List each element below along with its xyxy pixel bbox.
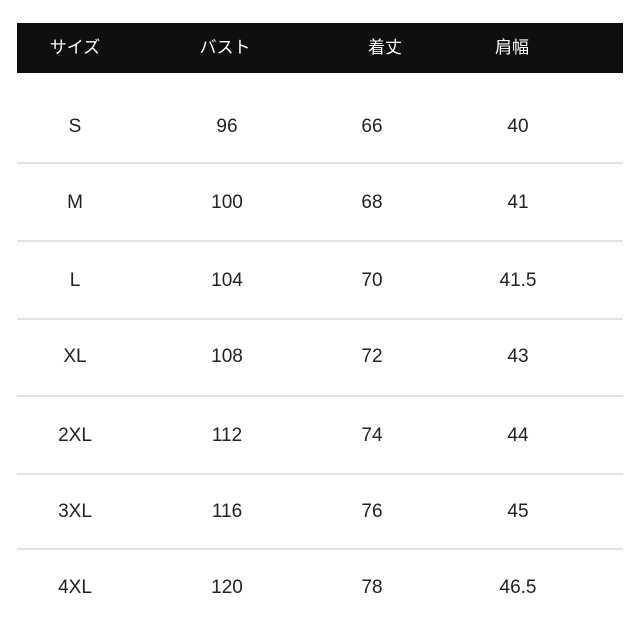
table-cell: 41 [507,192,529,213]
table-cell: 78 [361,577,383,598]
header-bust: バスト [199,38,251,58]
row-divider [17,318,623,320]
table-cell: 120 [211,577,243,598]
table-cell: 68 [361,192,383,213]
header-shoulder: 肩幅 [495,38,529,58]
table-cell: 44 [507,425,529,446]
table-cell: L [69,270,81,291]
table-cell: XL [63,346,87,367]
row-divider [17,162,623,164]
table-cell: 96 [216,116,238,137]
table-cell: 72 [361,346,383,367]
table-cell: 45 [507,501,529,522]
table-cell: 108 [211,346,243,367]
row-divider [17,395,623,397]
table-cell: M [67,192,83,213]
table-cell: 104 [211,270,243,291]
table-cell: 43 [507,346,529,367]
table-cell: S [68,116,82,137]
table-cell: 46.5 [499,577,537,598]
table-header: サイズ バスト 着丈 肩幅 [17,23,623,73]
table-cell: 100 [211,192,243,213]
table-cell: 2XL [58,425,92,446]
table-cell: 70 [361,270,383,291]
table-cell: 76 [361,501,383,522]
row-divider [17,240,623,242]
table-cell: 40 [507,116,529,137]
table-cell: 66 [361,116,383,137]
header-length: 着丈 [368,38,402,58]
table-cell: 116 [211,501,243,522]
table-cell: 74 [361,425,383,446]
table-cell: 41.5 [499,270,537,291]
row-divider [17,548,623,550]
table-cell: 3XL [58,501,92,522]
table-cell: 112 [211,425,243,446]
header-size: サイズ [49,38,101,58]
table-cell: 4XL [58,577,92,598]
row-divider [17,473,623,475]
